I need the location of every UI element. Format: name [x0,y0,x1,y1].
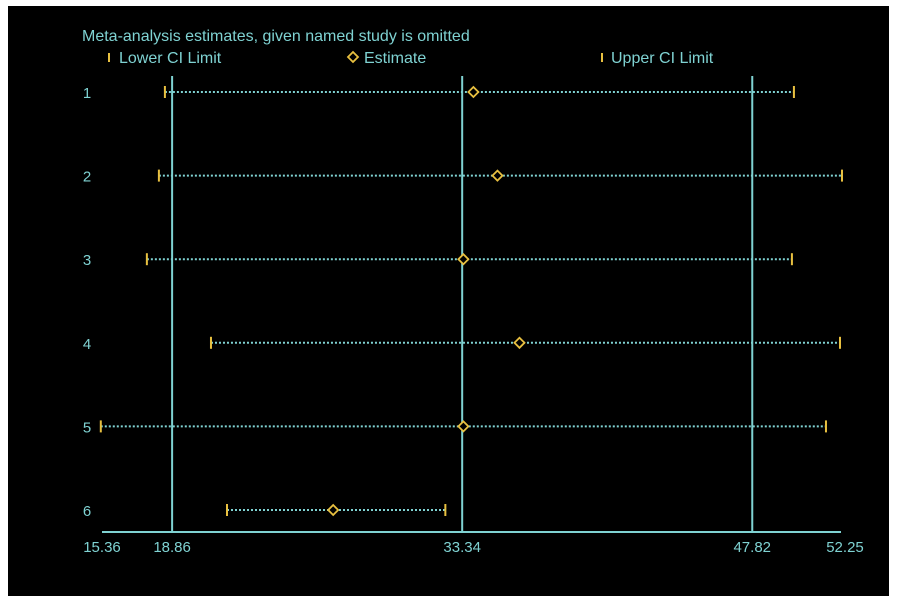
estimate-marker-6 [326,503,340,517]
study-row-3: 3 [83,252,793,269]
study-row-1: 1 [83,85,795,102]
legend-lower-label: Lower CI Limit [119,50,222,67]
study-label-1: 1 [83,85,91,102]
legend-upper-label: Upper CI Limit [611,50,714,67]
study-row-6: 6 [83,503,447,520]
estimate-marker-4 [513,336,526,350]
x-tick-label-2: 18.86 [153,539,191,556]
chart-title: Meta-analysis estimates, given named stu… [82,28,470,45]
study-row-4: 4 [83,336,841,353]
x-tick-label-4: 47.82 [733,539,771,556]
x-tick-label-1: 15.36 [83,539,121,556]
study-row-5: 5 [83,419,827,436]
reference-lines [171,76,754,532]
study-label-2: 2 [83,169,91,186]
legend-estimate-label: Estimate [364,50,426,67]
x-tick-label-3: 33.34 [443,539,481,556]
forest-plot: Meta-analysis estimates, given named stu… [82,28,864,556]
study-label-5: 5 [83,419,91,436]
x-tick-label-5: 52.25 [826,539,864,556]
study-rows: 1 2 3 4 5 6 [83,85,844,520]
study-label-4: 4 [83,336,91,353]
estimate-marker-3 [457,252,470,266]
study-row-2: 2 [83,169,844,186]
chart-frame: Meta-analysis estimates, given named stu… [8,6,889,596]
estimate-marker-2 [491,169,504,182]
study-label-3: 3 [83,252,91,269]
x-tick-labels: 15.36 18.86 33.34 47.82 52.25 [83,539,864,556]
estimate-marker-1 [467,85,480,99]
estimate-marker-5 [457,420,470,433]
legend-estimate-diamond [346,50,360,64]
legend: Lower CI Limit Estimate Upper CI Limit [108,50,714,67]
study-label-6: 6 [83,503,91,520]
